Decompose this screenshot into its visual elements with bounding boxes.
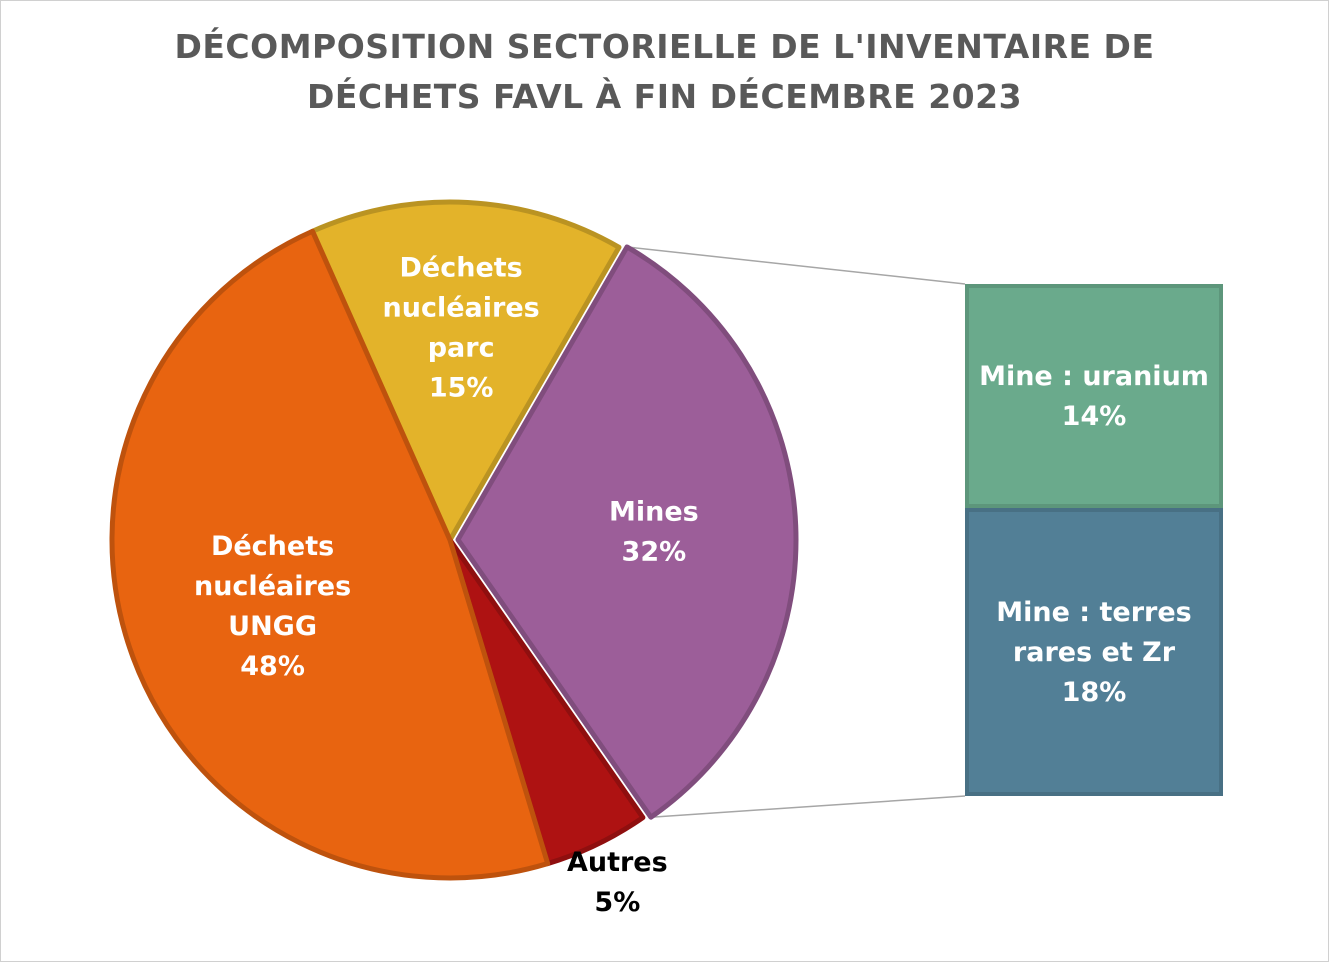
slice-label-autres: Autres 5% [567, 847, 668, 918]
chart-title-line-1: DÉCOMPOSITION SECTORIELLE DE L'INVENTAIR… [174, 27, 1155, 66]
chart-title-line-2: DÉCHETS FAVL À FIN DÉCEMBRE 2023 [306, 77, 1023, 116]
bar-label-mine-terres-rares-et-zr: Mine : terres rares et Zr 18% [996, 597, 1192, 708]
slice-label-d-chets-nucl-aires-parc: Déchets nucléaires parc 15% [383, 252, 540, 403]
connector-line-top [626, 246, 966, 285]
slice-label-mines: Mines 32% [609, 496, 699, 567]
pie-slice-d-chets-nucl-aires-parc [310, 199, 622, 543]
connector-line-bottom [650, 795, 966, 818]
pie-slice-mines [455, 244, 799, 820]
bar-label-mine-uranium: Mine : uranium 14% [979, 361, 1209, 432]
pie-slice-d-chets-nucl-aires-ungg [109, 228, 551, 881]
bar-segment-mine-terres-rares-et-zr [965, 508, 1223, 796]
bar-segment-mine-uranium [965, 284, 1223, 508]
slice-label-d-chets-nucl-aires-ungg: Déchets nucléaires UNGG 48% [194, 531, 351, 682]
chart-title: DÉCOMPOSITION SECTORIELLE DE L'INVENTAIR… [0, 22, 1329, 122]
